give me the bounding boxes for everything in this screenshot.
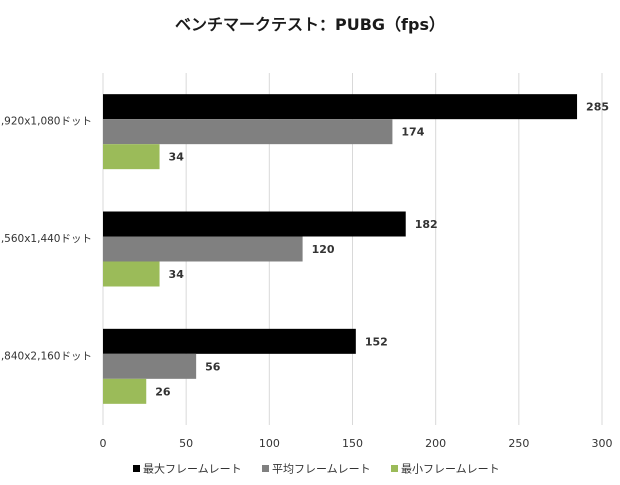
data-label: 120 [312, 243, 335, 256]
data-label: 34 [169, 268, 185, 281]
data-labels: 285 174 34 182 120 34 152 56 26 [155, 101, 609, 399]
bar [103, 144, 160, 170]
x-tick-label: 300 [592, 437, 613, 450]
data-label: 26 [155, 385, 171, 398]
data-label: 174 [401, 126, 424, 139]
x-tick-label: 50 [179, 437, 193, 450]
data-label: 285 [586, 101, 609, 114]
x-axis-ticks: 0 50 100 150 200 250 300 [100, 437, 613, 450]
legend-label: 最大フレームレート [143, 462, 242, 476]
category-label: 2,560x1,440ドット [0, 233, 92, 245]
data-label: 34 [169, 151, 185, 164]
x-tick-label: 100 [259, 437, 280, 450]
data-label: 152 [365, 335, 388, 348]
x-tick-label: 150 [342, 437, 363, 450]
bar [103, 261, 160, 287]
legend: 最大フレームレート 平均フレームレート 最小フレームレート [133, 462, 500, 476]
bar [103, 378, 147, 404]
legend-swatch [133, 465, 140, 472]
bar [103, 94, 578, 120]
bars [103, 94, 578, 404]
x-tick-label: 200 [425, 437, 446, 450]
legend-label: 平均フレームレート [272, 463, 371, 476]
bar [103, 211, 406, 237]
bar [103, 119, 393, 145]
legend-swatch [262, 465, 269, 472]
category-label: 1,920x1,080ドット [0, 116, 92, 128]
data-label: 182 [415, 218, 438, 231]
legend-swatch [391, 465, 398, 472]
bar [103, 236, 303, 262]
category-label: 3,840x2,160ドット [0, 350, 92, 362]
x-tick-label: 250 [508, 437, 529, 450]
bar [103, 353, 197, 379]
data-label: 56 [205, 360, 221, 373]
legend-label: 最小フレームレート [401, 463, 500, 476]
bar [103, 328, 356, 354]
x-tick-label: 0 [100, 437, 107, 450]
chart-title: ベンチマークテスト：PUBG（fps） [175, 15, 445, 34]
category-labels: 1,920x1,080ドット 2,560x1,440ドット 3,840x2,160ド… [0, 116, 92, 363]
